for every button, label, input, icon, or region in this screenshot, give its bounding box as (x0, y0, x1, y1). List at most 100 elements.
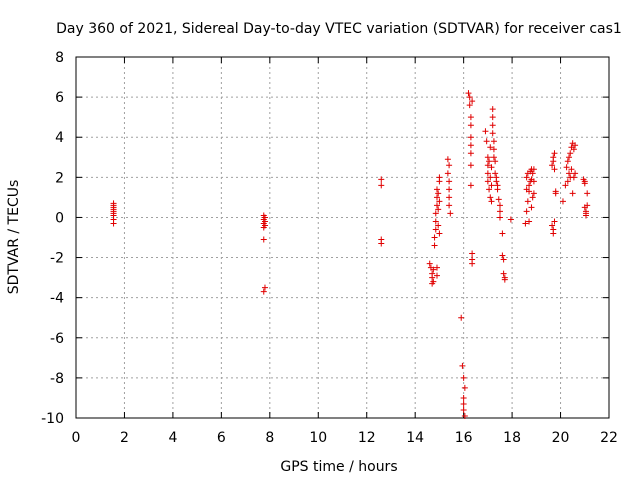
data-point (559, 198, 566, 205)
data-point (482, 128, 489, 135)
y-tick-label: -4 (50, 291, 64, 307)
data-point (469, 260, 476, 267)
data-point (431, 234, 438, 241)
x-tick-label: 12 (358, 430, 376, 446)
data-point (430, 278, 437, 285)
data-point (484, 162, 491, 169)
data-point (446, 202, 453, 209)
data-point (460, 374, 467, 381)
data-point (433, 202, 440, 209)
data-point (433, 264, 440, 271)
data-point (570, 174, 577, 181)
data-point (487, 144, 494, 151)
x-tick-label: 20 (552, 430, 570, 446)
data-point (500, 270, 507, 277)
y-tick-label: -2 (50, 251, 64, 267)
data-point (461, 412, 468, 419)
data-point (489, 122, 496, 129)
data-point (486, 186, 493, 193)
x-tick-label: 8 (265, 430, 274, 446)
data-point (447, 210, 454, 217)
data-point (494, 182, 501, 189)
data-point (488, 182, 495, 189)
data-point (469, 98, 476, 105)
data-point (378, 240, 385, 247)
point-layer (110, 90, 591, 419)
data-point (461, 384, 468, 391)
data-point (582, 210, 589, 217)
data-point (444, 170, 451, 177)
x-tick-label: 14 (406, 430, 424, 446)
data-point (378, 176, 385, 183)
data-point (459, 362, 466, 369)
data-point (499, 230, 506, 237)
data-point (432, 218, 439, 225)
data-point (566, 170, 573, 177)
data-point (460, 394, 467, 401)
data-point (584, 190, 591, 197)
data-point (433, 194, 440, 201)
x-tick-label: 22 (600, 430, 618, 446)
tick-layer (75, 56, 610, 419)
data-point (569, 190, 576, 197)
data-point (493, 174, 500, 181)
x-tick-label: 16 (455, 430, 473, 446)
data-point (378, 182, 385, 189)
y-tick-label: 6 (55, 90, 64, 106)
data-point (483, 138, 490, 145)
data-point (570, 146, 577, 153)
data-point (496, 208, 503, 215)
x-tick-label: 4 (168, 430, 177, 446)
y-tick-label: 2 (55, 170, 64, 186)
data-point (567, 150, 574, 157)
data-point (563, 164, 570, 171)
data-point (436, 230, 443, 237)
data-point (492, 170, 499, 177)
data-point (460, 406, 467, 413)
data-point (500, 256, 507, 263)
data-point (523, 186, 530, 193)
data-point (550, 154, 557, 161)
tick-label-layer: 0 2 4 6 8 10 12 14 16 18 20 22 -10 -8 -6 -4 -2 0 2 4 6 8 (41, 50, 618, 446)
data-point (469, 250, 476, 257)
data-point (526, 182, 533, 189)
data-point (467, 162, 474, 169)
data-point (581, 178, 588, 185)
data-point (572, 142, 579, 149)
data-point (489, 130, 496, 137)
data-point (523, 174, 530, 181)
data-point (484, 178, 491, 185)
data-point (426, 260, 433, 267)
data-point (572, 170, 579, 177)
data-point (110, 220, 117, 227)
data-point (460, 400, 467, 407)
data-point (467, 150, 474, 157)
x-axis-label: GPS time / hours (280, 459, 397, 475)
data-point (458, 314, 465, 321)
y-axis-label: SDTVAR / TECUs (6, 180, 22, 295)
data-point (446, 194, 453, 201)
data-point (566, 154, 573, 161)
data-point (446, 162, 453, 169)
data-point (110, 202, 117, 209)
data-point (261, 284, 268, 291)
data-point (444, 156, 451, 163)
data-point (551, 166, 558, 173)
data-point (489, 106, 496, 113)
data-point (551, 218, 558, 225)
data-point (568, 166, 575, 173)
data-point (467, 134, 474, 141)
data-point (549, 222, 556, 229)
data-point (530, 178, 537, 185)
data-point (526, 218, 533, 225)
data-point (260, 236, 267, 243)
data-point (488, 164, 495, 171)
data-point (487, 194, 494, 201)
data-point (489, 114, 496, 121)
data-point (490, 146, 497, 153)
data-point (564, 158, 571, 165)
data-point (431, 242, 438, 249)
data-point (496, 214, 503, 221)
data-point (467, 142, 474, 149)
data-point (499, 252, 506, 259)
